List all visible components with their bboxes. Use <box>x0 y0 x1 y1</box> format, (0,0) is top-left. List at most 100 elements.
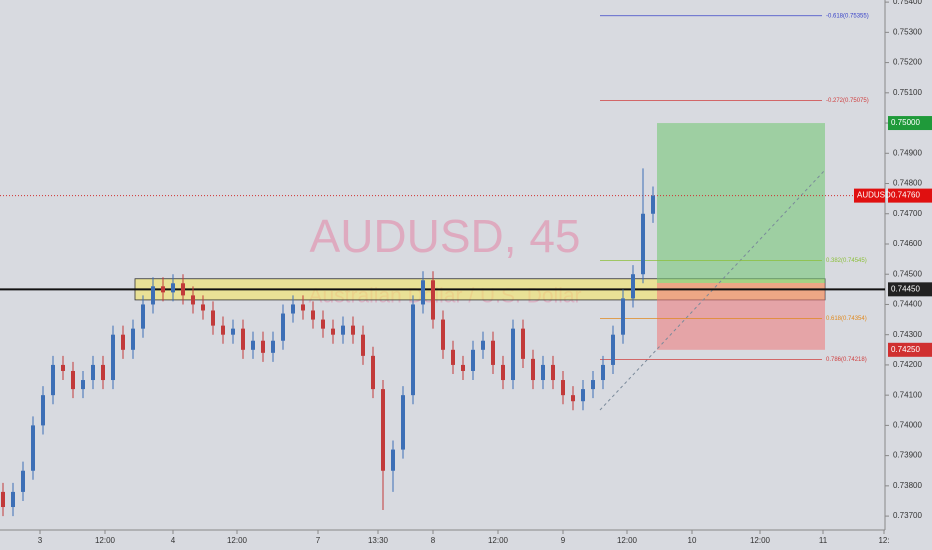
candle-body <box>331 328 335 335</box>
last-price: 0.74760 <box>891 191 920 200</box>
candle-body <box>211 310 215 326</box>
candle-body <box>561 380 565 396</box>
candle-body <box>191 295 195 305</box>
candle-body <box>11 491 15 508</box>
candle-body <box>131 328 135 350</box>
y-tick-label: 0.73900 <box>893 451 922 460</box>
candle-body <box>611 334 615 365</box>
candle-body <box>31 425 35 471</box>
candle-body <box>471 349 475 371</box>
x-tick-label: 12:00 <box>95 536 116 545</box>
candle-body <box>231 328 235 335</box>
candle-body <box>531 358 535 381</box>
candle-body <box>431 280 435 320</box>
x-tick-label: 13:30 <box>368 536 389 545</box>
candle-body <box>241 328 245 350</box>
candle-body <box>631 274 635 299</box>
candle-body <box>101 364 105 381</box>
y-tick-label: 0.74700 <box>893 209 922 218</box>
candle-body <box>151 286 155 305</box>
candle-body <box>141 304 145 329</box>
candle-body <box>551 364 555 381</box>
candle-body <box>641 213 645 275</box>
candle-body <box>401 395 405 450</box>
candle-body <box>371 355 375 390</box>
x-tick-label: 8 <box>431 536 436 545</box>
candle-body <box>501 364 505 381</box>
y-tick-label: 0.75400 <box>893 0 922 6</box>
candle-body <box>351 325 355 335</box>
candle-body <box>391 449 395 471</box>
y-tick-label: 0.74600 <box>893 239 922 248</box>
fib-label: 0.382(0.74545) <box>826 258 867 264</box>
candle-body <box>421 280 425 305</box>
fib-label: 0.786(0.74218) <box>826 357 867 363</box>
candle-body <box>521 328 525 359</box>
candle-body <box>571 395 575 402</box>
x-tick-label: 12:00 <box>227 536 248 545</box>
support-price-bg <box>888 282 932 297</box>
candle-body <box>271 340 275 353</box>
candle-body <box>621 298 625 335</box>
fib-label: -0.272(0.75075) <box>826 98 869 104</box>
candle-body <box>41 395 45 426</box>
candle-body <box>61 364 65 371</box>
candle-body <box>321 319 325 329</box>
candle-body <box>281 313 285 341</box>
candle-body <box>161 286 165 293</box>
candle-body <box>121 334 125 350</box>
stop-price: 0.74250 <box>891 345 920 354</box>
fib-label: 0.618(0.74354) <box>826 316 867 322</box>
y-tick-label: 0.74000 <box>893 421 922 430</box>
candle-body <box>461 364 465 371</box>
y-tick-label: 0.74300 <box>893 330 922 339</box>
y-tick-label: 0.75300 <box>893 27 922 36</box>
y-tick-label: 0.74400 <box>893 300 922 309</box>
x-tick-label: 10 <box>688 536 697 545</box>
candle-body <box>591 380 595 390</box>
support-price: 0.74450 <box>891 284 920 293</box>
symbol-badge: AUDUSD <box>857 191 891 200</box>
candle-body <box>361 334 365 356</box>
y-tick-label: 0.74100 <box>893 390 922 399</box>
candle-body <box>581 389 585 402</box>
y-tick-label: 0.73700 <box>893 511 922 520</box>
x-tick-label: 12:00 <box>617 536 638 545</box>
y-tick-label: 0.74800 <box>893 179 922 188</box>
target-price: 0.75000 <box>891 118 920 127</box>
candle-body <box>91 364 95 381</box>
candle-body <box>341 325 345 335</box>
candle-body <box>201 304 205 311</box>
x-tick-label: 7 <box>316 536 321 545</box>
y-tick-label: 0.75200 <box>893 58 922 67</box>
loss-area <box>657 282 825 350</box>
x-tick-label: 9 <box>561 536 566 545</box>
y-tick-label: 0.74500 <box>893 269 922 278</box>
candle-body <box>251 340 255 350</box>
x-tick-label: 12:00 <box>488 536 509 545</box>
candle-body <box>311 310 315 320</box>
x-tick-label: 4 <box>171 536 176 545</box>
target-price-bg <box>888 116 932 131</box>
candle-body <box>71 370 75 390</box>
fib-label: -0.618(0.75355) <box>826 13 869 19</box>
candle-body <box>481 340 485 350</box>
x-tick-label: 12: <box>878 536 889 545</box>
candle-body <box>221 325 225 335</box>
x-tick-label: 12:00 <box>750 536 771 545</box>
y-tick-label: 0.74900 <box>893 148 922 157</box>
candle-body <box>541 364 545 381</box>
candle-body <box>651 195 655 214</box>
last-price-bg <box>888 188 932 203</box>
candle-body <box>451 349 455 365</box>
candle-body <box>381 389 385 471</box>
candle-body <box>261 340 265 353</box>
candle-body <box>171 283 175 293</box>
candle-body <box>601 364 605 381</box>
candle-body <box>181 283 185 296</box>
x-tick-label: 11 <box>819 536 828 545</box>
stop-price-bg <box>888 342 932 357</box>
x-tick-label: 3 <box>38 536 43 545</box>
y-tick-label: 0.73800 <box>893 481 922 490</box>
